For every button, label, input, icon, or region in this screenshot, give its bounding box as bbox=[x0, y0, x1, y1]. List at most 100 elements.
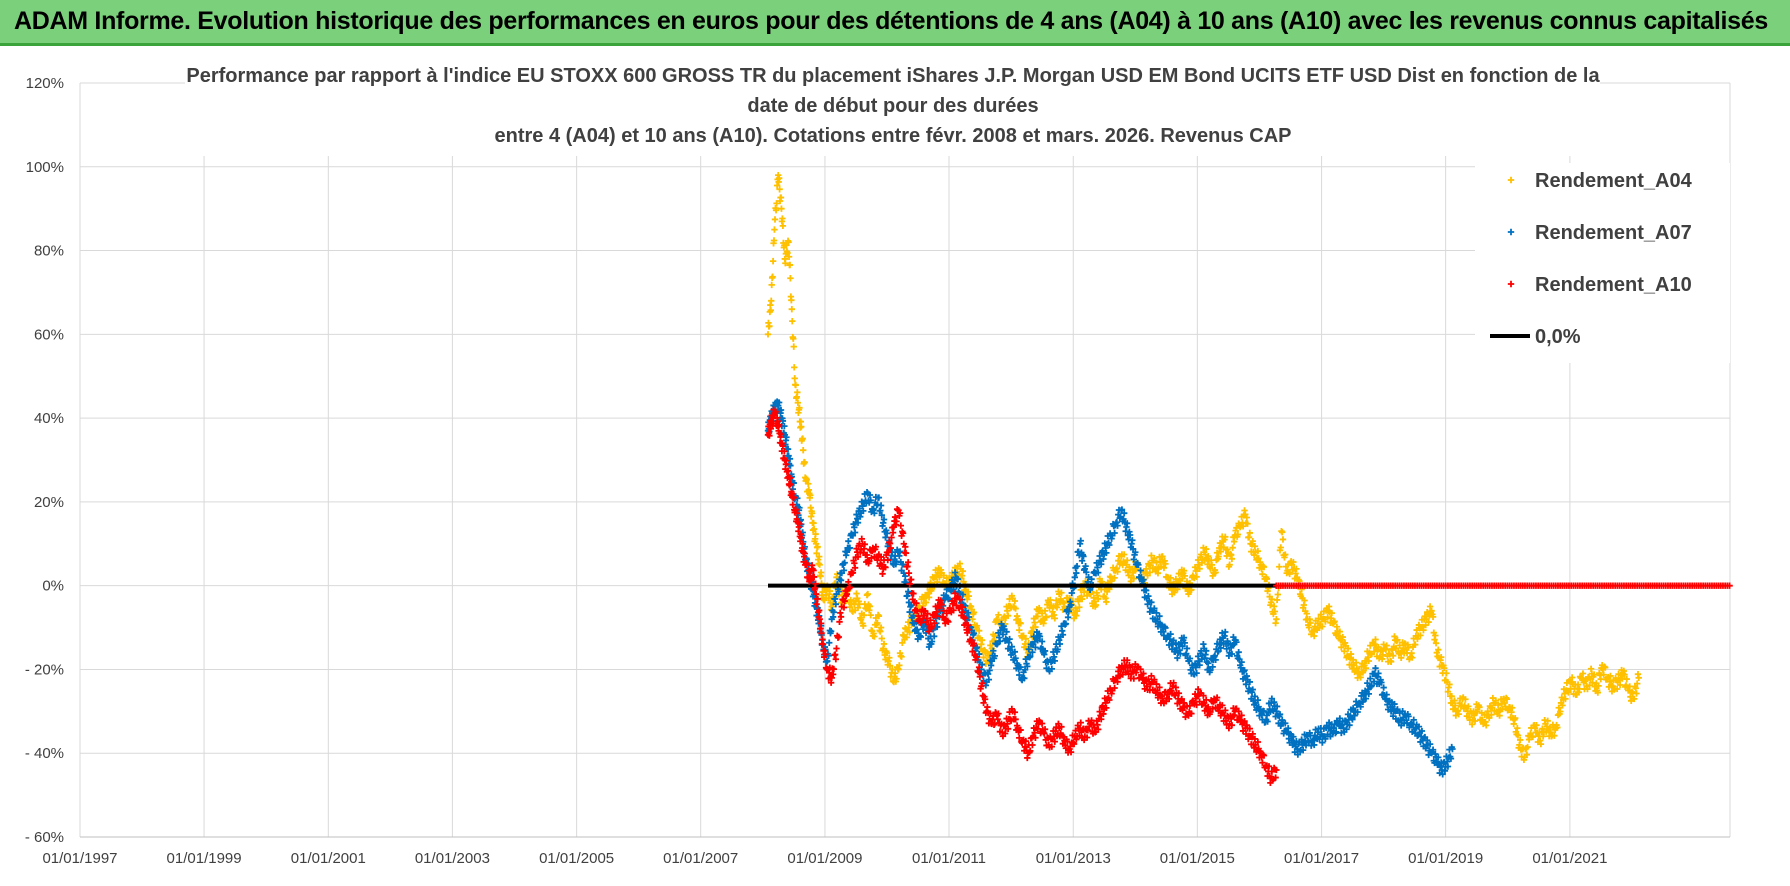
data-point bbox=[1509, 704, 1516, 711]
data-point bbox=[891, 513, 899, 521]
data-point bbox=[786, 474, 794, 482]
data-point bbox=[1011, 709, 1019, 716]
data-point bbox=[788, 296, 795, 304]
data-point bbox=[1264, 718, 1271, 725]
data-point bbox=[1584, 685, 1591, 693]
data-point bbox=[1328, 609, 1335, 617]
data-point bbox=[1357, 674, 1364, 681]
data-point bbox=[1207, 565, 1214, 572]
data-point bbox=[1043, 614, 1050, 621]
data-point bbox=[1254, 738, 1262, 746]
data-point bbox=[1038, 638, 1046, 645]
data-point bbox=[817, 620, 825, 627]
data-point bbox=[1383, 691, 1390, 698]
data-point bbox=[815, 560, 822, 567]
data-point bbox=[1064, 614, 1072, 621]
data-point bbox=[1276, 563, 1283, 570]
data-point bbox=[1555, 704, 1562, 711]
data-point bbox=[939, 613, 947, 620]
data-point bbox=[1623, 675, 1630, 683]
data-point bbox=[1237, 664, 1245, 671]
data-point bbox=[1277, 544, 1284, 551]
legend-item: Rendement_A10 bbox=[1507, 274, 1692, 296]
data-point bbox=[1222, 533, 1229, 541]
data-point bbox=[1123, 520, 1131, 527]
data-point bbox=[837, 577, 845, 584]
data-point bbox=[1154, 569, 1162, 577]
data-point bbox=[774, 417, 781, 425]
data-point bbox=[981, 696, 989, 703]
data-point bbox=[1181, 639, 1188, 647]
data-point bbox=[1607, 672, 1614, 680]
x-tick-label: 01/01/2009 bbox=[787, 850, 862, 867]
data-point bbox=[1554, 724, 1561, 731]
data-point bbox=[1076, 604, 1083, 611]
data-point bbox=[1004, 725, 1012, 733]
data-point bbox=[775, 174, 783, 182]
data-point bbox=[1372, 636, 1379, 643]
x-tick-label: 01/01/2003 bbox=[415, 850, 490, 867]
chart-container: 120% 100% 80% 60% 40% 20% 0% - 20% - 40% - 60% 01… bbox=[0, 46, 1790, 886]
data-point bbox=[1394, 706, 1401, 713]
data-point bbox=[1446, 681, 1453, 688]
data-point bbox=[1241, 717, 1248, 725]
data-point bbox=[1170, 679, 1177, 687]
data-point bbox=[904, 588, 912, 595]
data-point bbox=[896, 662, 903, 669]
data-point bbox=[965, 592, 972, 600]
data-point bbox=[815, 607, 823, 614]
data-point bbox=[790, 335, 797, 342]
data-point bbox=[1633, 690, 1640, 697]
data-point bbox=[1244, 520, 1251, 527]
data-point bbox=[1073, 607, 1081, 615]
data-point bbox=[936, 604, 943, 612]
data-point bbox=[835, 588, 842, 595]
data-point bbox=[1054, 646, 1061, 653]
data-point bbox=[785, 238, 792, 246]
data-point bbox=[790, 343, 797, 350]
data-point bbox=[1249, 686, 1256, 693]
data-point bbox=[1503, 695, 1511, 703]
data-point bbox=[783, 457, 790, 464]
data-point bbox=[846, 584, 854, 591]
data-point bbox=[769, 257, 777, 265]
data-point bbox=[771, 216, 779, 223]
data-point bbox=[867, 611, 874, 619]
x-tick-label: 01/01/2007 bbox=[663, 850, 738, 867]
data-point bbox=[875, 494, 883, 501]
legend-item: Rendement_A07 bbox=[1507, 222, 1692, 244]
data-point bbox=[1273, 703, 1281, 710]
data-point bbox=[994, 716, 1001, 723]
data-point bbox=[861, 541, 868, 548]
data-point bbox=[1156, 684, 1163, 691]
data-point bbox=[945, 618, 952, 626]
data-point bbox=[1260, 752, 1268, 759]
data-point bbox=[768, 297, 775, 305]
data-point bbox=[985, 676, 993, 683]
data-point bbox=[1041, 607, 1049, 615]
data-point bbox=[1279, 528, 1286, 536]
data-point bbox=[783, 434, 790, 441]
data-point bbox=[1048, 665, 1055, 673]
data-point bbox=[925, 594, 933, 601]
data-point bbox=[830, 665, 837, 673]
data-point bbox=[777, 431, 785, 438]
data-point bbox=[1447, 755, 1455, 762]
data-point bbox=[1222, 707, 1229, 714]
data-point bbox=[1123, 657, 1131, 664]
data-point bbox=[779, 222, 787, 230]
data-point bbox=[913, 599, 920, 607]
data-point bbox=[1319, 623, 1326, 630]
data-point bbox=[1008, 643, 1016, 650]
data-point bbox=[1437, 653, 1445, 661]
data-point bbox=[777, 406, 785, 414]
data-point bbox=[1123, 557, 1131, 564]
data-point bbox=[877, 502, 885, 509]
data-point bbox=[1613, 685, 1621, 693]
data-point bbox=[854, 553, 862, 561]
data-point bbox=[1153, 680, 1160, 688]
data-point bbox=[812, 530, 819, 538]
y-tick-label: - 20% bbox=[25, 661, 64, 678]
data-point bbox=[1056, 640, 1064, 648]
data-point bbox=[768, 281, 775, 289]
